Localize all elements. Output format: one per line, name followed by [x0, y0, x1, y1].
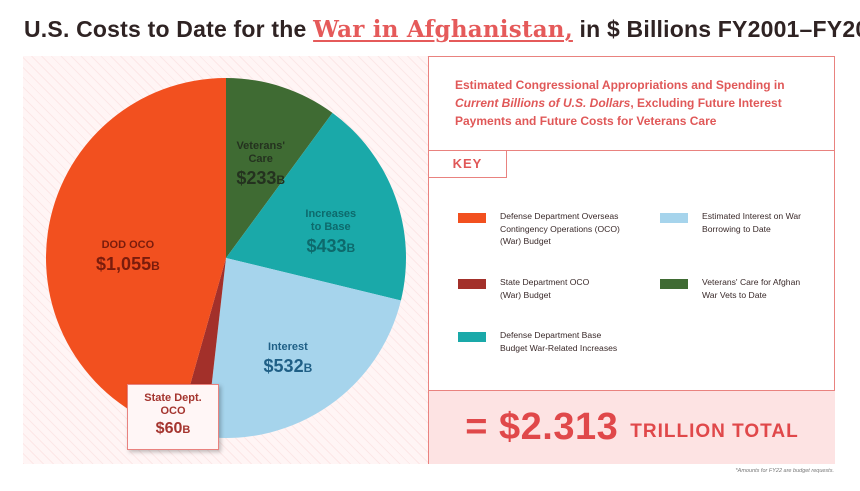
legend-item-base-increases: Defense Department Base Budget War-Relat…	[458, 329, 617, 354]
divider-top	[429, 150, 835, 151]
callout-amount-unit: B	[182, 424, 191, 436]
legend-label: State Department OCO (War) Budget	[500, 276, 589, 301]
pie-slice-5	[46, 78, 227, 432]
callout-label: State Dept. OCO	[128, 392, 218, 418]
slice-label-2-line-2: to Base	[311, 221, 351, 233]
chart-description: Estimated Congressional Appropriations a…	[455, 76, 825, 130]
footnote: *Amounts for FY22 are budget requests.	[735, 468, 834, 474]
total-value: = $2.313	[465, 406, 619, 448]
callout-amount-value: $60	[155, 420, 183, 437]
legend-swatch	[660, 279, 688, 289]
title-highlight: War in Afghanistan,	[313, 16, 573, 43]
legend-label: Defense Department Overseas Contingency …	[500, 210, 620, 248]
legend-label: Estimated Interest on War Borrowing to D…	[702, 210, 801, 235]
legend-swatch	[458, 279, 486, 289]
pie-slice-3	[205, 258, 401, 439]
title-prefix: U.S. Costs to Date for the	[24, 16, 314, 42]
callout-amount: $60B	[128, 419, 218, 440]
legend-swatch	[458, 332, 486, 342]
legend-item-veterans-care: Veterans' Care for Afghan War Vets to Da…	[660, 276, 800, 301]
pie-panel: Veterans' Care $233B Increases to Base $433B I…	[23, 56, 429, 464]
slice-label-5-line-1: DOD OCO	[102, 239, 155, 251]
legend-label-line-1: State Department OCO	[500, 277, 590, 287]
legend-label-line-2: Budget War-Related Increases	[500, 342, 618, 353]
legend-label-line-2: (War) Budget	[500, 289, 551, 300]
legend-label-line-1: Defense Department Overseas	[500, 211, 619, 221]
legend-item-state-oco: State Department OCO (War) Budget	[458, 276, 589, 301]
legend-label-line-1: Estimated Interest on War	[702, 211, 802, 221]
legend-label-line-1: Defense Department Base	[500, 330, 602, 340]
description-line-3: Payments and Future Costs for Veterans C…	[455, 114, 717, 128]
legend-item-dod-oco: Defense Department Overseas Contingency …	[458, 210, 620, 248]
legend-swatch	[458, 213, 486, 223]
legend-label-line-3: (War) Budget	[500, 236, 551, 246]
key-label: KEY	[429, 150, 507, 178]
slice-amount-3: $532B	[264, 356, 313, 376]
slice-label-2-line-1: Increases	[305, 208, 356, 220]
legend-label-line-2: War Vets to Date	[702, 289, 767, 300]
slice-label-3-line-1: Interest	[268, 341, 308, 353]
callout-label-line-2: OCO	[160, 405, 186, 417]
total-unit: TRILLION TOTAL	[630, 420, 799, 442]
legend-swatch	[660, 213, 688, 223]
description-line-2: , Excluding Future Interest	[630, 96, 782, 110]
legend-label-line-2: Borrowing to Date	[702, 223, 771, 234]
slice-amount-1: $233B	[236, 168, 285, 188]
legend-label: Defense Department Base Budget War-Relat…	[500, 329, 617, 354]
legend-label: Veterans' Care for Afghan War Vets to Da…	[702, 276, 800, 301]
description-line-1: Estimated Congressional Appropriations a…	[455, 78, 785, 92]
chart-title: U.S. Costs to Date for the War in Afghan…	[24, 16, 860, 43]
title-suffix: in $ Billions FY2001–FY2022*	[579, 16, 860, 42]
legend-item-interest: Estimated Interest on War Borrowing to D…	[660, 210, 801, 235]
callout-state-dept-oco: State Dept. OCO $60B	[127, 384, 219, 450]
slice-label-1-line-2: Care	[248, 153, 272, 165]
slice-label-1-line-1: Veterans'	[236, 140, 285, 152]
legend-label-line-1: Veterans' Care for Afghan	[702, 277, 801, 287]
pie-slice-2	[226, 112, 406, 301]
description-italic: Current Billions of U.S. Dollars	[455, 96, 631, 110]
total-box: = $2.313 TRILLION TOTAL	[429, 390, 835, 464]
legend-label-line-2: Contingency Operations (OCO)	[500, 223, 620, 234]
pie-slice-1	[226, 78, 333, 258]
slice-amount-2: $433B	[306, 236, 355, 256]
callout-label-line-1: State Dept.	[144, 392, 202, 404]
slice-amount-5: $1,055B	[96, 254, 160, 274]
